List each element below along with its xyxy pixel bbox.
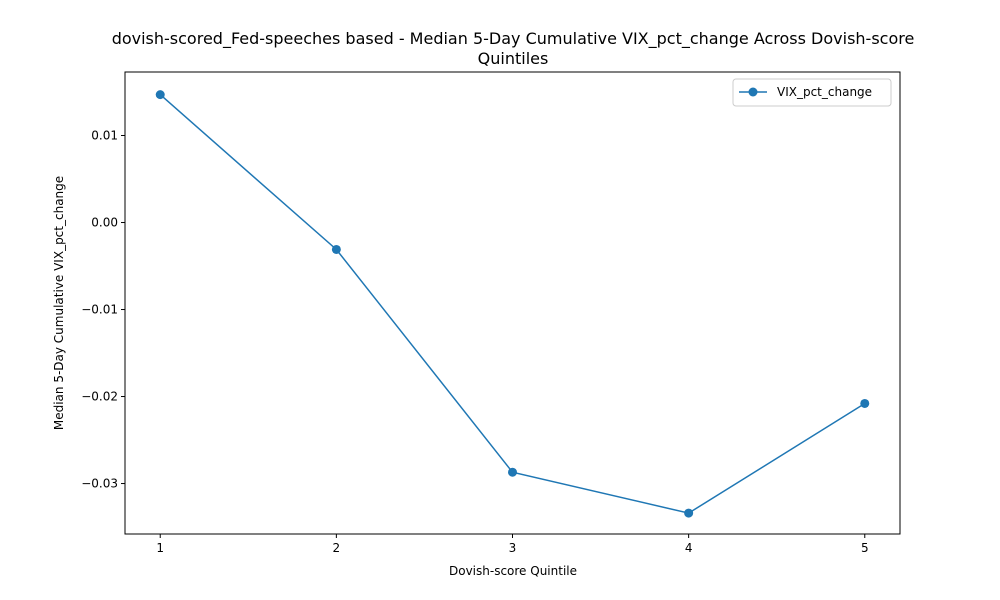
y-tick-label: −0.03	[81, 477, 118, 491]
data-point	[331, 244, 341, 254]
y-tick-label: 0.01	[91, 129, 118, 143]
plot-frame	[124, 71, 901, 535]
data-point	[860, 398, 870, 408]
chart-title-line-2: Quintiles	[478, 49, 549, 68]
data-point	[508, 467, 517, 477]
series-line	[159, 94, 866, 514]
legend-label: VIX_pct_change	[777, 85, 872, 99]
chart-title-line-1: dovish-scored_Fed-speeches based - Media…	[112, 29, 915, 49]
data-point	[155, 90, 165, 100]
x-tick-label: 1	[156, 541, 164, 555]
x-tick-label: 4	[685, 541, 693, 555]
legend-marker-swatch	[748, 87, 758, 97]
plot-area: 1 2 3 4 5 0.01 0.00 −0.01 −0.02 −0.03	[81, 71, 901, 555]
data-point	[684, 508, 694, 518]
legend-frame	[732, 78, 892, 107]
y-axis-label: Median 5-Day Cumulative VIX_pct_change	[52, 176, 66, 430]
x-axis-label: Dovish-score Quintile	[449, 564, 577, 578]
y-tick-label: −0.01	[81, 303, 118, 317]
x-tick-label: 3	[509, 541, 517, 555]
legend: VIX_pct_change	[732, 78, 892, 107]
y-tick-label: 0.00	[91, 216, 118, 230]
x-tick-label: 2	[333, 541, 341, 555]
y-tick-label: −0.02	[81, 390, 118, 404]
x-tick-label: 5	[861, 541, 869, 555]
